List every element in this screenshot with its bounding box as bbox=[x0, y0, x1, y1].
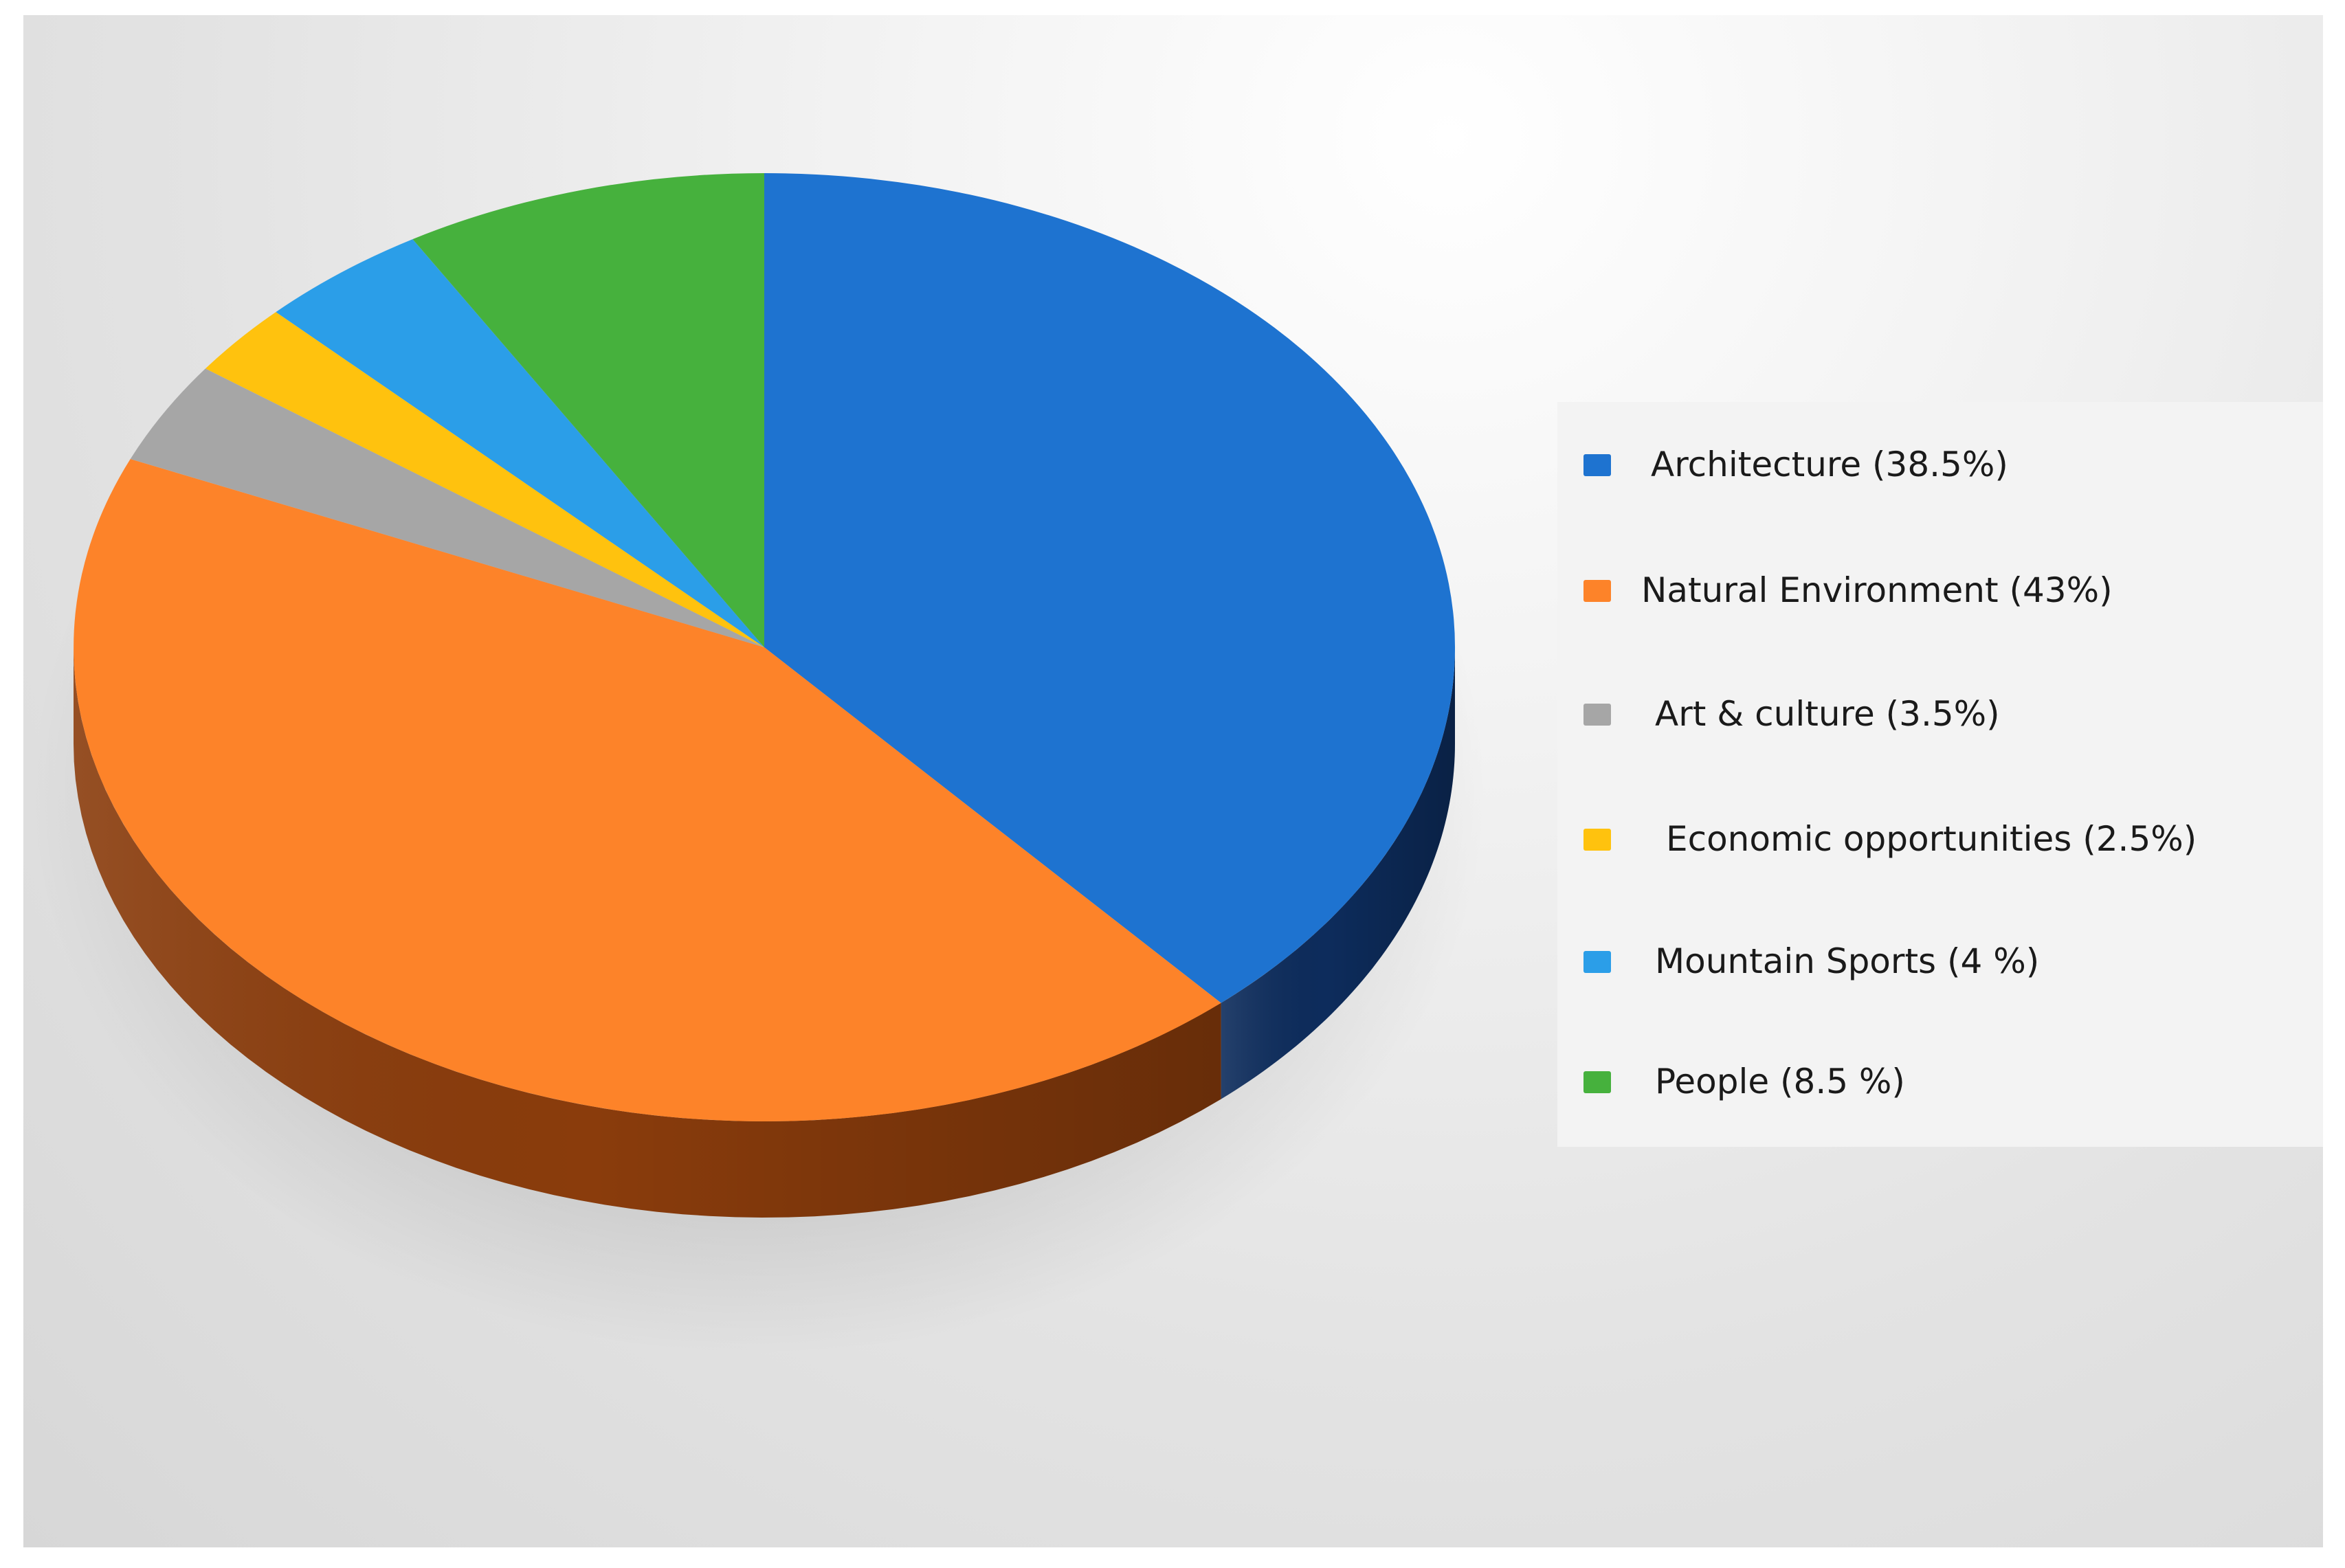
pie-slice-natural-environment bbox=[74, 459, 1221, 1121]
legend-item-natural-environment: Natural Environment (43%) bbox=[1557, 563, 2313, 618]
legend-label: Mountain Sports (4 %) bbox=[1655, 941, 2040, 981]
legend-label: Natural Environment (43%) bbox=[1641, 570, 2113, 610]
chart-area: Architecture (38.5%) Natural Environment … bbox=[23, 15, 2323, 1547]
pie-side-architecture-shade bbox=[1221, 647, 1455, 1099]
legend-item-mountain-sports: Mountain Sports (4 %) bbox=[1557, 934, 2313, 989]
legend-item-economic-opportunities: Economic opportunities (2.5%) bbox=[1557, 812, 2313, 867]
legend-swatch-natural-environment bbox=[1583, 580, 1611, 602]
legend-item-people: People (8.5 %) bbox=[1557, 1055, 2313, 1110]
legend-label: People (8.5 %) bbox=[1655, 1062, 1905, 1101]
legend-label: Economic opportunities (2.5%) bbox=[1666, 819, 2197, 859]
pie-slice-people bbox=[412, 173, 764, 647]
legend-swatch-art-culture bbox=[1583, 704, 1611, 726]
legend-item-art-culture: Art & culture (3.5%) bbox=[1557, 687, 2313, 742]
legend-swatch-architecture bbox=[1583, 454, 1611, 476]
legend: Architecture (38.5%) Natural Environment … bbox=[1557, 402, 2323, 1147]
pie-top bbox=[74, 173, 1456, 1121]
pie-sides bbox=[74, 647, 1455, 1218]
pie-slice-art-culture bbox=[130, 368, 764, 647]
legend-label: Art & culture (3.5%) bbox=[1655, 694, 2000, 734]
pie-chart bbox=[30, 173, 1487, 1355]
legend-swatch-people bbox=[1583, 1071, 1611, 1093]
legend-label: Architecture (38.5%) bbox=[1651, 445, 2008, 484]
legend-item-architecture: Architecture (38.5%) bbox=[1557, 438, 2313, 493]
pie-side-natural-environment-shade bbox=[74, 647, 1221, 1218]
pie-slice-mountain-sports bbox=[276, 239, 764, 648]
pie-slice-architecture bbox=[764, 173, 1456, 1003]
pie-slice-economic-opportunities bbox=[205, 312, 764, 647]
legend-swatch-economic-opportunities bbox=[1583, 829, 1611, 851]
legend-swatch-mountain-sports bbox=[1583, 951, 1611, 973]
